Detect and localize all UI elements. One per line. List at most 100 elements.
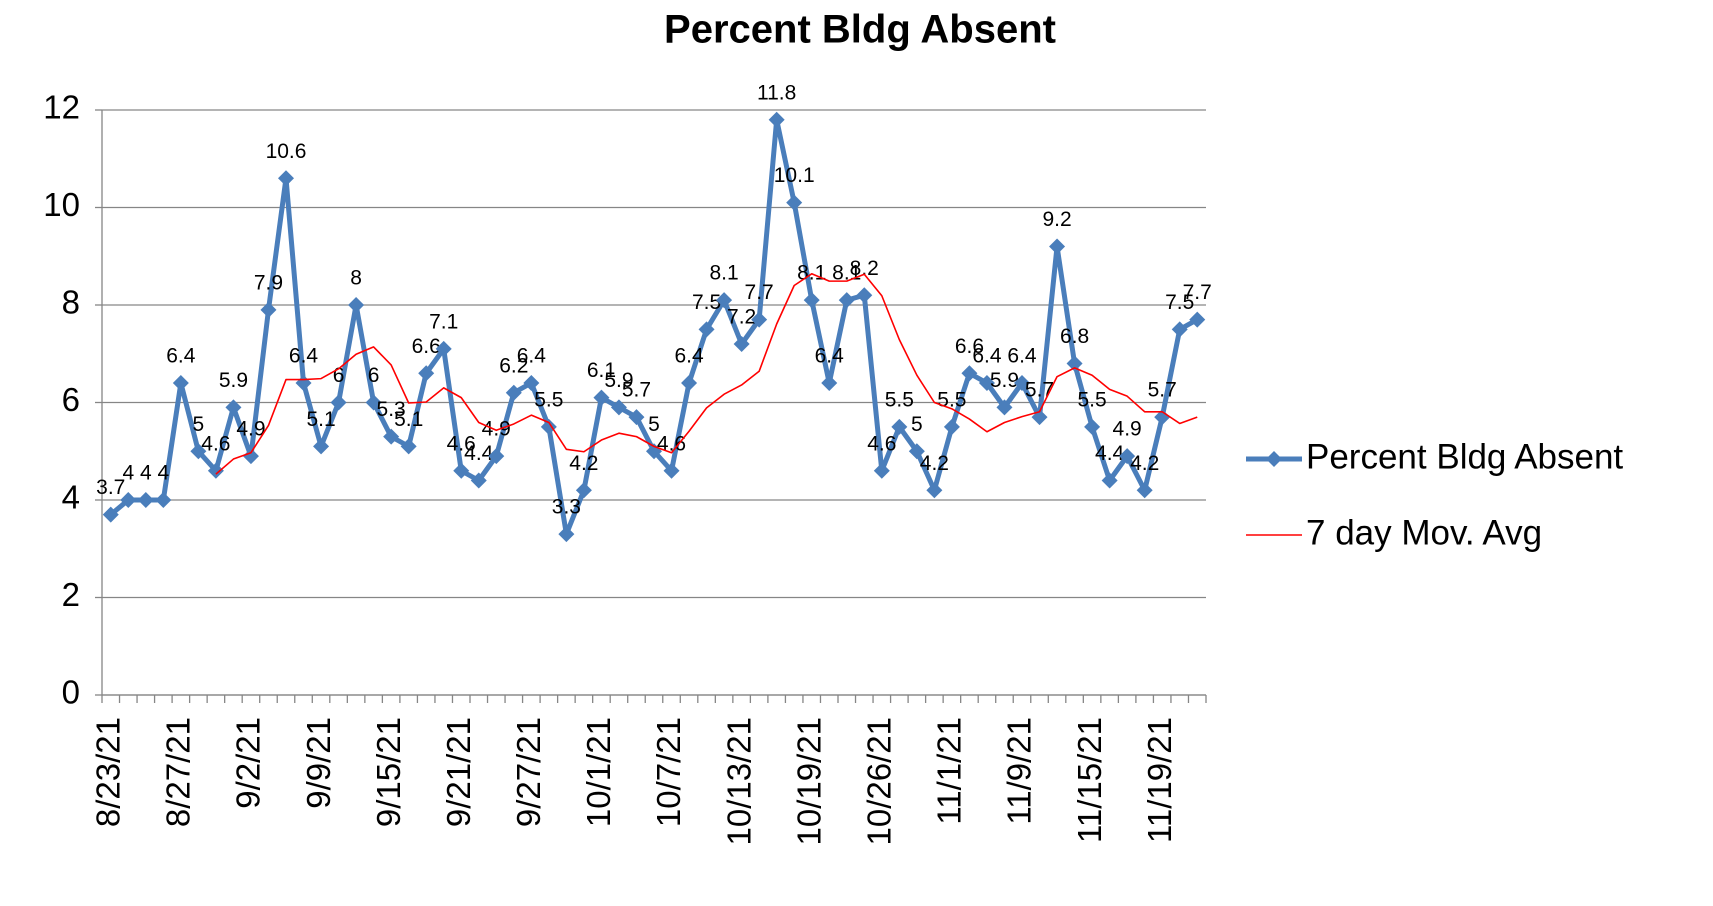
data-point [873, 462, 890, 479]
series-line [215, 273, 1198, 475]
data-point [295, 375, 312, 391]
legend-marker [1266, 451, 1282, 467]
data-point [751, 311, 768, 328]
data-label: 6.4 [517, 345, 547, 368]
data-label: 4.6 [867, 432, 896, 455]
y-tick-label: 10 [43, 186, 80, 223]
data-point [505, 384, 522, 401]
data-label: 7.2 [727, 306, 756, 329]
x-tick-label: 10/13/21 [720, 717, 757, 845]
data-point [821, 375, 838, 391]
data-point [540, 418, 557, 435]
data-label: 6.4 [815, 345, 845, 368]
data-point [383, 428, 400, 445]
y-tick-label: 12 [43, 89, 80, 126]
data-point [978, 375, 995, 391]
data-point [365, 394, 382, 411]
data-label: 4.9 [482, 418, 511, 441]
data-label: 6.2 [499, 354, 528, 377]
data-point [348, 297, 365, 313]
data-point [400, 438, 417, 455]
data-label: 6.6 [412, 335, 441, 358]
x-tick-label: 10/19/21 [790, 717, 827, 845]
data-label: 8 [350, 267, 362, 290]
x-tick-label: 8/27/21 [160, 717, 197, 827]
data-label: 7.7 [1183, 281, 1212, 304]
data-label: 4 [157, 462, 169, 485]
data-point [330, 394, 347, 411]
x-tick-label: 10/26/21 [861, 717, 898, 845]
data-label: 7.1 [429, 310, 458, 333]
data-label: 4.6 [201, 432, 230, 455]
data-point [996, 399, 1013, 416]
data-label: 5 [911, 413, 923, 436]
y-tick-label: 8 [62, 284, 80, 321]
data-label: 5.3 [377, 398, 406, 421]
data-label: 4 [122, 462, 134, 485]
data-point [593, 389, 610, 406]
data-point [1136, 482, 1153, 499]
data-label: 6.4 [972, 345, 1002, 368]
data-label: 4.9 [236, 418, 265, 441]
data-label: 9.2 [1042, 208, 1071, 231]
data-point [523, 375, 540, 391]
x-tick-label: 11/1/21 [931, 717, 968, 825]
data-label: 5 [193, 413, 205, 436]
data-label: 6.6 [955, 335, 984, 358]
data-point [102, 506, 119, 523]
data-point [155, 492, 172, 508]
data-label: 5.7 [622, 379, 651, 402]
data-label: 3.3 [552, 496, 581, 519]
data-point [278, 170, 294, 187]
x-tick-label: 8/23/21 [89, 717, 126, 827]
data-point [488, 448, 505, 465]
data-label: 6.4 [289, 345, 319, 368]
data-label: 4.4 [1095, 442, 1125, 465]
data-label: 5.9 [219, 369, 248, 392]
series-line [109, 117, 1199, 537]
data-label: 8.2 [850, 257, 879, 280]
data-point [733, 336, 750, 352]
data-point [1049, 238, 1066, 255]
data-point [242, 448, 259, 465]
data-point [1154, 409, 1171, 426]
x-tick-label: 10/7/21 [650, 717, 687, 827]
x-tick-label: 9/27/21 [510, 717, 547, 827]
y-tick-label: 2 [62, 576, 80, 613]
legend-label: Percent Bldg Absent [1306, 437, 1623, 476]
data-label: 4.2 [569, 452, 598, 475]
data-point [207, 462, 224, 479]
data-label: 5.5 [885, 388, 914, 411]
data-label: 6 [368, 364, 380, 387]
data-label: 6.4 [674, 345, 704, 368]
data-point [768, 111, 785, 128]
data-label: 4.2 [920, 452, 949, 475]
data-label: 5.9 [604, 369, 633, 392]
data-point [120, 492, 137, 508]
data-point [1189, 311, 1206, 328]
y-tick-label: 6 [62, 381, 80, 418]
x-tick-label: 11/15/21 [1071, 717, 1108, 843]
data-point [716, 292, 733, 309]
data-label: 7.9 [254, 271, 283, 294]
data-point [803, 292, 820, 309]
data-label: 10.6 [266, 140, 307, 163]
data-point [786, 194, 803, 211]
data-point [681, 375, 698, 391]
data-label: 4.6 [447, 432, 476, 455]
data-label: 5.7 [1148, 379, 1177, 402]
data-point [575, 482, 592, 499]
data-label: 5 [648, 413, 660, 436]
data-label: 7.7 [745, 281, 774, 304]
x-tick-label: 9/9/21 [300, 717, 337, 809]
data-point [961, 365, 978, 382]
data-label: 4.9 [1113, 418, 1142, 441]
data-point [558, 526, 575, 543]
data-point [190, 443, 207, 460]
data-point [838, 292, 855, 309]
data-label: 7.5 [1165, 291, 1194, 314]
data-point [891, 418, 908, 435]
x-tick-label: 11/19/21 [1141, 717, 1178, 843]
data-point [943, 418, 960, 435]
